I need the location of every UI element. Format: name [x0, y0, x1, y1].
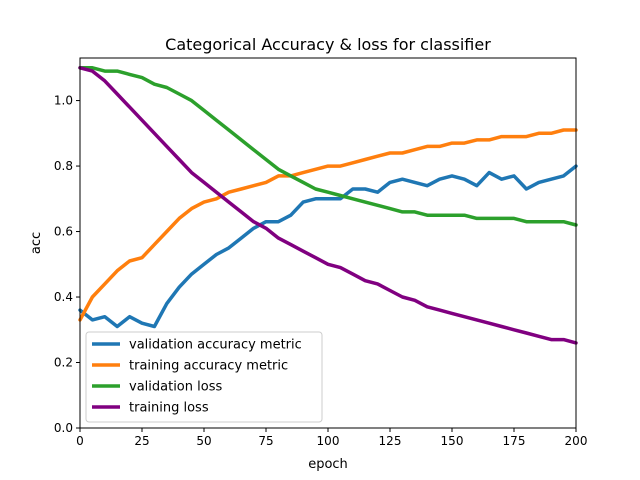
x-tick-label: 175 [503, 434, 526, 448]
x-tick-label: 125 [379, 434, 402, 448]
x-tick-label: 150 [441, 434, 464, 448]
series-layer [78, 66, 578, 345]
x-axis-label: epoch [308, 457, 348, 472]
x-tick-label: 25 [134, 434, 149, 448]
y-axis-label: acc [29, 232, 44, 254]
legend-label: training accuracy metric [129, 359, 288, 374]
y-tick-label: 0.0 [54, 421, 73, 435]
y-tick-label: 0.2 [54, 356, 73, 370]
legend-box [85, 331, 323, 423]
legend-label: validation accuracy metric [129, 338, 302, 353]
legend: validation accuracy metric training accur… [85, 331, 323, 423]
series-line-0 [78, 164, 578, 329]
series-line-3 [78, 66, 578, 345]
x-tick-label: 75 [258, 434, 273, 448]
legend-label: validation loss [129, 380, 222, 395]
x-tick-label: 200 [565, 434, 588, 448]
x-tick-label: 100 [317, 434, 340, 448]
series-line-1 [78, 128, 578, 322]
x-tick-label: 50 [196, 434, 211, 448]
y-tick-label: 0.6 [54, 225, 73, 239]
y-tick-label: 0.8 [54, 159, 73, 173]
chart-title: Categorical Accuracy & loss for classifi… [165, 35, 491, 54]
y-tick-label: 0.4 [54, 290, 73, 304]
x-tick-label: 0 [76, 434, 84, 448]
x-axis: 0 25 50 75 100 125 150 175 200 [76, 428, 587, 448]
y-tick-label: 1.0 [54, 94, 73, 108]
legend-label: training loss [129, 401, 209, 416]
y-axis: 0.0 0.2 0.4 0.6 0.8 1.0 [54, 94, 80, 435]
series-line-2 [78, 66, 578, 227]
